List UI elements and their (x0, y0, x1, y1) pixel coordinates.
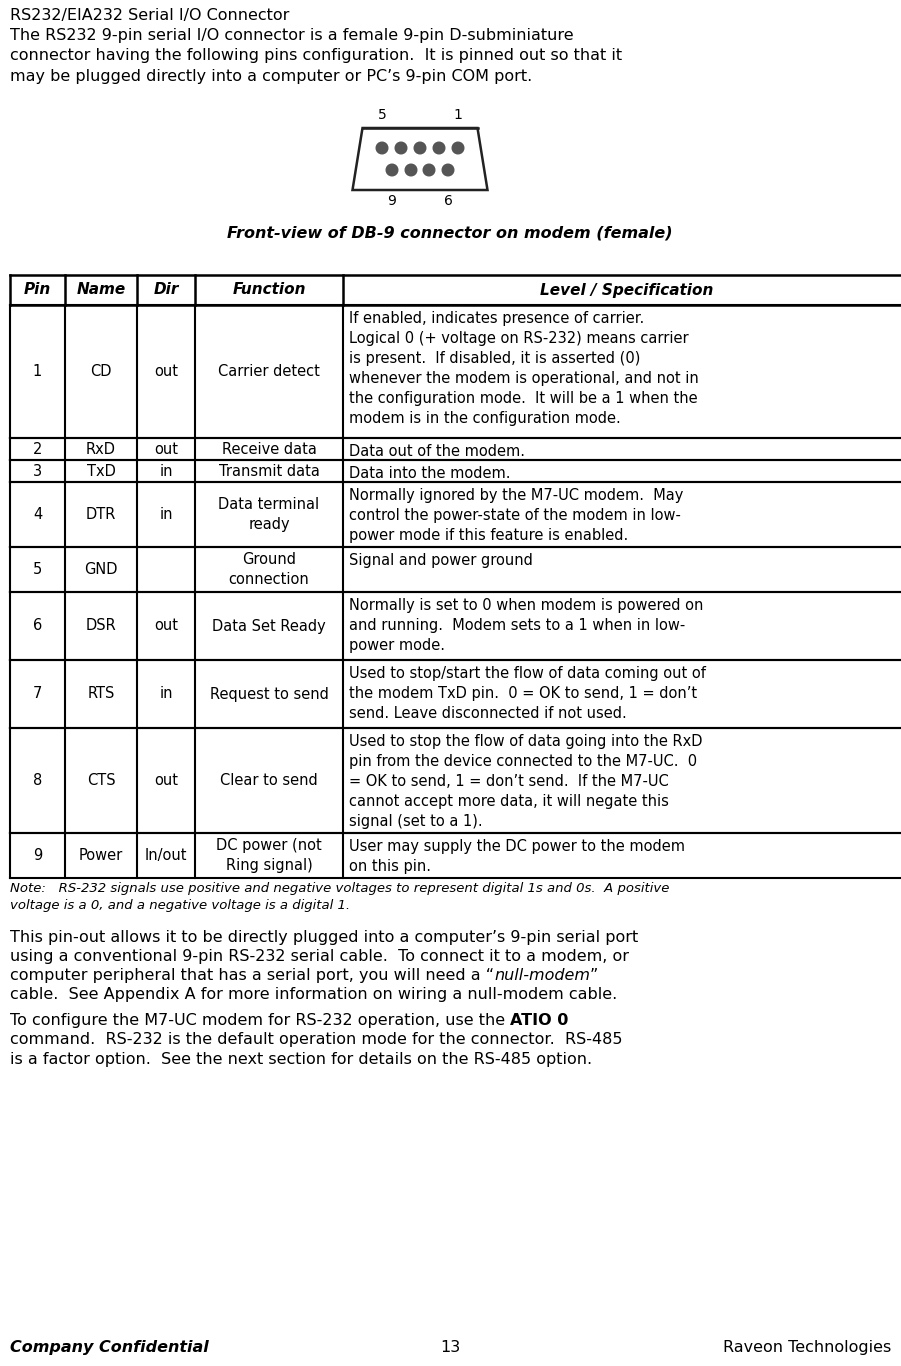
Circle shape (396, 142, 406, 154)
Text: in: in (159, 507, 173, 522)
Text: Ground
connection: Ground connection (229, 552, 309, 587)
Text: DTR: DTR (86, 507, 116, 522)
Text: The RS232 9-pin serial I/O connector is a female 9-pin D-subminiature
connector : The RS232 9-pin serial I/O connector is … (10, 27, 622, 83)
Text: Receive data: Receive data (222, 441, 316, 456)
Text: In/out: In/out (145, 848, 187, 863)
Text: Carrier detect: Carrier detect (218, 363, 320, 378)
Text: Name: Name (77, 283, 125, 298)
Text: ATIO 0: ATIO 0 (510, 1014, 569, 1029)
Text: RxD: RxD (86, 441, 116, 456)
Text: ”: ” (590, 968, 598, 984)
Text: 3: 3 (33, 463, 42, 478)
Text: Raveon Technologies: Raveon Technologies (723, 1340, 891, 1355)
Text: 5: 5 (32, 561, 42, 576)
Circle shape (423, 164, 435, 176)
Text: 8: 8 (32, 773, 42, 788)
Text: 9: 9 (387, 194, 396, 208)
Text: 6: 6 (443, 194, 452, 208)
Text: Function: Function (232, 283, 305, 298)
Text: To configure the M7-UC modem for RS-232 operation, use the: To configure the M7-UC modem for RS-232 … (10, 1014, 510, 1029)
Text: Level / Specification: Level / Specification (541, 283, 714, 298)
Text: 13: 13 (440, 1340, 460, 1355)
Text: If enabled, indicates presence of carrier.
Logical 0 (+ voltage on RS-232) means: If enabled, indicates presence of carrie… (349, 311, 699, 426)
Text: Company Confidential: Company Confidential (10, 1340, 209, 1355)
Text: Data out of the modem.: Data out of the modem. (349, 444, 525, 459)
Circle shape (387, 164, 398, 176)
Text: 1: 1 (453, 108, 462, 122)
Text: Data Set Ready: Data Set Ready (212, 619, 326, 634)
Text: using a conventional 9-pin RS-232 serial cable.  To connect it to a modem, or: using a conventional 9-pin RS-232 serial… (10, 949, 629, 964)
Text: Used to stop the flow of data going into the RxD
pin from the device connected t: Used to stop the flow of data going into… (349, 734, 703, 829)
Text: DSR: DSR (86, 619, 116, 634)
Text: out: out (154, 363, 178, 378)
Text: Used to stop/start the flow of data coming out of
the modem TxD pin.  0 = OK to : Used to stop/start the flow of data comi… (349, 667, 705, 721)
Text: DC power (not
Ring signal): DC power (not Ring signal) (216, 839, 322, 873)
Text: 5: 5 (378, 108, 387, 122)
Text: CTS: CTS (86, 773, 115, 788)
Text: null-modem: null-modem (494, 968, 590, 984)
Text: in: in (159, 687, 173, 702)
Text: out: out (154, 619, 178, 634)
Text: 1: 1 (32, 363, 42, 378)
Text: 6: 6 (32, 619, 42, 634)
Text: Note:   RS-232 signals use positive and negative voltages to represent digital 1: Note: RS-232 signals use positive and ne… (10, 882, 669, 912)
Text: Clear to send: Clear to send (220, 773, 318, 788)
Text: CD: CD (90, 363, 112, 378)
Circle shape (442, 164, 454, 176)
Circle shape (433, 142, 445, 154)
Text: Data into the modem.: Data into the modem. (349, 466, 511, 481)
Circle shape (414, 142, 426, 154)
Text: Normally ignored by the M7-UC modem.  May
control the power-state of the modem i: Normally ignored by the M7-UC modem. May… (349, 488, 683, 544)
Text: Request to send: Request to send (210, 687, 329, 702)
Text: RS232/EIA232 Serial I/O Connector: RS232/EIA232 Serial I/O Connector (10, 8, 289, 23)
Text: out: out (154, 773, 178, 788)
Text: RTS: RTS (87, 687, 114, 702)
Text: Power: Power (79, 848, 123, 863)
Text: Signal and power ground: Signal and power ground (349, 553, 532, 568)
Circle shape (405, 164, 417, 176)
Text: 4: 4 (32, 507, 42, 522)
Text: in: in (159, 463, 173, 478)
Text: Front-view of DB-9 connector on modem (female): Front-view of DB-9 connector on modem (f… (227, 225, 673, 240)
Text: 7: 7 (32, 687, 42, 702)
Text: Data terminal
ready: Data terminal ready (218, 497, 320, 531)
Text: cable.  See Appendix A for more information on wiring a null-modem cable.: cable. See Appendix A for more informati… (10, 988, 617, 1003)
Circle shape (377, 142, 387, 154)
Text: Pin: Pin (23, 283, 51, 298)
Text: Normally is set to 0 when modem is powered on
and running.  Modem sets to a 1 wh: Normally is set to 0 when modem is power… (349, 598, 704, 653)
Text: 2: 2 (32, 441, 42, 456)
Text: computer peripheral that has a serial port, you will need a “: computer peripheral that has a serial po… (10, 968, 494, 984)
Text: Dir: Dir (153, 283, 178, 298)
Text: 9: 9 (32, 848, 42, 863)
Text: out: out (154, 441, 178, 456)
Text: GND: GND (85, 561, 118, 576)
Text: User may supply the DC power to the modem
on this pin.: User may supply the DC power to the mode… (349, 839, 685, 874)
Circle shape (452, 142, 464, 154)
Text: command.  RS-232 is the default operation mode for the connector.  RS-485
is a f: command. RS-232 is the default operation… (10, 1031, 623, 1067)
Text: Transmit data: Transmit data (219, 463, 320, 478)
Text: This pin-out allows it to be directly plugged into a computer’s 9-pin serial por: This pin-out allows it to be directly pl… (10, 930, 638, 945)
Text: TxD: TxD (86, 463, 115, 478)
